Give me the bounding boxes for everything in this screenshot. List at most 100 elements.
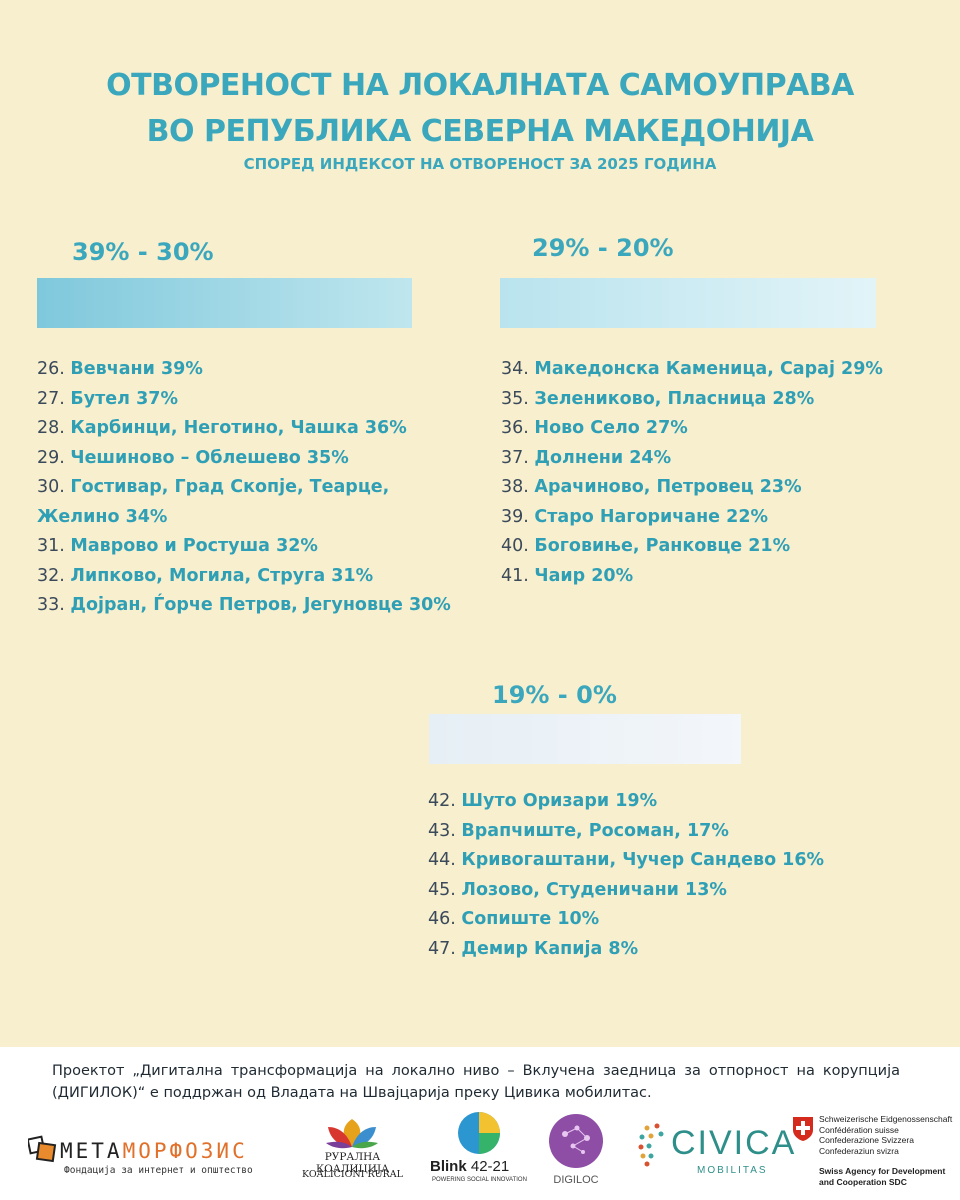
rank-number: 29. xyxy=(37,447,65,468)
municipality-list-39-30: 26. Вевчани 39% 27. Бутел 37% 28. Карбин… xyxy=(37,355,451,621)
swiss-name-de: Schweizerische Eidgenossenschaft xyxy=(819,1114,953,1124)
flower-emblem-icon xyxy=(326,1119,378,1149)
metamorphosis-wordmark-b: МОРФОЗИС xyxy=(122,1139,248,1163)
municipality-name: Старо Нагоричане 22% xyxy=(534,506,769,527)
blink-emblem-icon xyxy=(458,1112,500,1154)
municipality-name: Вевчани 39% xyxy=(70,359,203,379)
blink-number: 42-21 xyxy=(470,1158,510,1175)
rank-number: 40. xyxy=(501,536,529,556)
digiloc-wordmark: DIGILOC xyxy=(553,1174,599,1186)
municipality-name: Карбинци, Неготино, Чашка 36% xyxy=(70,418,407,438)
list-item: 39. Старо Нагоричане 22% xyxy=(501,503,883,533)
range-label-19-0: 19% - 0% xyxy=(492,681,617,709)
municipality-name: Сопиште 10% xyxy=(461,909,600,929)
municipality-name: Долнени 24% xyxy=(534,447,672,468)
metamorphosis-wordmark-a: МЕТА xyxy=(60,1139,123,1163)
list-item: 35. Зелениково, Пласница 28% xyxy=(501,385,883,415)
rank-number: 42. xyxy=(428,791,456,811)
range-color-bar-29-20 xyxy=(500,278,876,328)
municipality-name: Македонска Каменица, Сарај 29% xyxy=(534,359,883,379)
rank-number: 41. xyxy=(501,565,529,586)
rank-number: 44. xyxy=(428,850,456,870)
rank-number: 46. xyxy=(428,909,456,929)
list-item: 40. Боговиње, Ранковце 21% xyxy=(501,532,883,562)
municipality-name: Лозово, Студеничани 13% xyxy=(461,879,727,900)
rank-number: 38. xyxy=(501,477,529,497)
civica-wordmark: CIVICA xyxy=(671,1124,797,1162)
municipality-list-29-20: 34. Македонска Каменица, Сарај 29% 35. З… xyxy=(501,355,883,591)
list-item: 31. Маврово и Ростуша 32% xyxy=(37,532,451,562)
page-title-line-2: ВО РЕПУБЛИКА СЕВЕРНА МАКЕДОНИЈА xyxy=(146,114,814,149)
rank-number: 35. xyxy=(501,388,529,409)
metamorphosis-emblem-icon xyxy=(28,1135,57,1163)
list-item: 45. Лозово, Студеничани 13% xyxy=(428,876,824,906)
rank-number: 45. xyxy=(428,879,456,900)
digiloc-logo: DIGILOC xyxy=(545,1112,607,1192)
list-item: 29. Чешиново – Облешево 35% xyxy=(37,444,451,474)
page-subtitle: СПОРЕД ИНДЕКСОТ НА ОТВОРЕНОСТ ЗА 2025 ГО… xyxy=(243,155,717,173)
municipality-name: Шуто Оризари 19% xyxy=(461,791,658,811)
municipality-list-19-0: 42. Шуто Оризари 19% 43. Врапчиште, Росо… xyxy=(428,787,824,964)
municipality-name: Маврово и Ростуша 32% xyxy=(70,536,318,556)
list-item: 32. Липково, Могила, Струга 31% xyxy=(37,562,451,592)
rank-number: 27. xyxy=(37,388,65,409)
rural-coalition-name-al: KOALICIONI RURAL xyxy=(302,1169,403,1180)
sdc-name-line2: and Cooperation SDC xyxy=(819,1176,907,1187)
list-item: 41. Чаир 20% xyxy=(501,562,883,592)
rank-number: 28. xyxy=(37,418,65,438)
digiloc-emblem-icon xyxy=(549,1114,603,1168)
rural-coalition-name-mk: РУРАЛНА КОАЛИЦИЈА xyxy=(315,1151,390,1175)
list-item: 43. Врапчиште, Росоман, 17% xyxy=(428,817,824,847)
blink-wordmark: Blink xyxy=(430,1158,467,1175)
municipality-name: Гостивар, Град Скопје, Теарце, xyxy=(70,477,390,497)
municipality-name: Арачиново, Петровец 23% xyxy=(534,477,802,497)
municipality-name: Ново Село 27% xyxy=(534,418,688,438)
municipality-name: Бутел 37% xyxy=(70,388,178,409)
municipality-name: Врапчиште, Росоман, 17% xyxy=(461,820,729,841)
municipality-name: Липково, Могила, Струга 31% xyxy=(70,565,374,586)
rank-number: 31. xyxy=(37,536,65,556)
list-item: 30. Гостивар, Град Скопје, Теарце, xyxy=(37,473,451,503)
rank-number: 36. xyxy=(501,418,529,438)
municipality-name: Чешиново – Облешево 35% xyxy=(70,447,349,468)
range-label-29-20: 29% - 20% xyxy=(532,234,674,262)
list-item: 44. Кривогаштани, Чучер Сандево 16% xyxy=(428,846,824,876)
swiss-name-it: Confederazione Svizzera xyxy=(819,1135,914,1145)
blink-logo: Blink 42-21 POWERING SOCIAL INNOVATION xyxy=(430,1110,530,1190)
municipality-name: Желино 34% xyxy=(37,506,168,527)
blink-tagline: POWERING SOCIAL INNOVATION xyxy=(432,1177,527,1183)
municipality-name: Демир Капија 8% xyxy=(461,938,639,959)
swiss-name-fr: Confédération suisse xyxy=(819,1124,899,1135)
range-color-bar-19-0 xyxy=(429,714,741,764)
rank-number: 26. xyxy=(37,359,65,379)
swiss-name-rm: Confederaziun svizra xyxy=(819,1145,899,1156)
list-item: 38. Арачиново, Петровец 23% xyxy=(501,473,883,503)
municipality-name: Дојран, Ѓорче Петров, Јегуновце 30% xyxy=(70,595,451,615)
rank-number: 30. xyxy=(37,477,65,497)
rank-number: 37. xyxy=(501,447,529,468)
list-item: 34. Македонска Каменица, Сарај 29% xyxy=(501,355,883,385)
rank-number: 43. xyxy=(428,820,456,841)
swiss-cross-icon xyxy=(793,1117,813,1141)
swiss-sdc-logo: Schweizerische Eidgenossenschaft Confédé… xyxy=(792,1114,957,1194)
list-item: 47. Демир Капија 8% xyxy=(428,935,824,965)
rank-number: 39. xyxy=(501,506,529,527)
list-item: 33. Дојран, Ѓорче Петров, Јегуновце 30% xyxy=(37,591,451,621)
list-item: 46. Сопиште 10% xyxy=(428,905,824,935)
list-item: 26. Вевчани 39% xyxy=(37,355,451,385)
civica-mobilitas-logo: CIVICA MOBILITAS xyxy=(637,1118,794,1188)
municipality-name: Боговиње, Ранковце 21% xyxy=(534,536,791,556)
rural-coalition-logo: РУРАЛНА КОАЛИЦИЈА KOALICIONI RURAL xyxy=(290,1117,415,1187)
metamorphosis-logo: МЕТАМОРФОЗИС Фондација за интернет и опш… xyxy=(28,1135,288,1180)
sdc-name-line1: Swiss Agency for Development xyxy=(819,1166,946,1176)
rank-number: 47. xyxy=(428,938,456,959)
rank-number: 33. xyxy=(37,595,65,615)
list-item: 36. Ново Село 27% xyxy=(501,414,883,444)
range-label-39-30: 39% - 30% xyxy=(72,238,214,266)
civica-subtitle: MOBILITAS xyxy=(697,1165,768,1176)
range-color-bar-39-30 xyxy=(37,278,412,328)
project-funding-note: Проектот „Дигитална трансформација на ло… xyxy=(52,1063,900,1101)
page-title-line-1: ОТВОРЕНОСТ НА ЛОКАЛНАТА САМОУПРАВА xyxy=(106,68,854,103)
metamorphosis-tagline: Фондација за интернет и општество xyxy=(64,1165,253,1176)
civica-emblem-icon xyxy=(638,1123,664,1167)
